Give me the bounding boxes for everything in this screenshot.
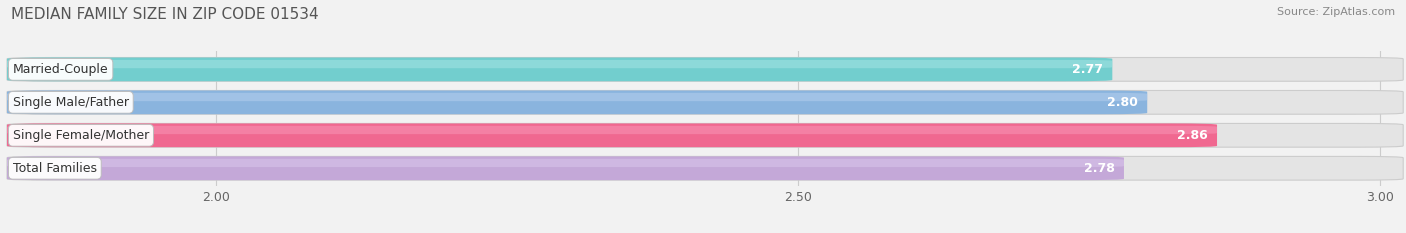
FancyBboxPatch shape (7, 123, 1218, 147)
Text: Single Male/Father: Single Male/Father (13, 96, 129, 109)
FancyBboxPatch shape (7, 156, 1123, 180)
Text: MEDIAN FAMILY SIZE IN ZIP CODE 01534: MEDIAN FAMILY SIZE IN ZIP CODE 01534 (11, 7, 319, 22)
Text: 2.80: 2.80 (1107, 96, 1137, 109)
FancyBboxPatch shape (7, 156, 1403, 180)
Text: Single Female/Mother: Single Female/Mother (13, 129, 149, 142)
Text: Total Families: Total Families (13, 162, 97, 175)
FancyBboxPatch shape (7, 159, 1123, 167)
FancyBboxPatch shape (7, 58, 1112, 81)
Text: 2.78: 2.78 (1084, 162, 1115, 175)
Text: Married-Couple: Married-Couple (13, 63, 108, 76)
FancyBboxPatch shape (7, 58, 1403, 81)
FancyBboxPatch shape (7, 60, 1112, 68)
FancyBboxPatch shape (7, 90, 1403, 114)
Text: 2.86: 2.86 (1177, 129, 1208, 142)
FancyBboxPatch shape (7, 123, 1403, 147)
FancyBboxPatch shape (7, 93, 1147, 101)
FancyBboxPatch shape (7, 90, 1147, 114)
FancyBboxPatch shape (7, 126, 1218, 134)
Text: Source: ZipAtlas.com: Source: ZipAtlas.com (1277, 7, 1395, 17)
Text: 2.77: 2.77 (1071, 63, 1104, 76)
